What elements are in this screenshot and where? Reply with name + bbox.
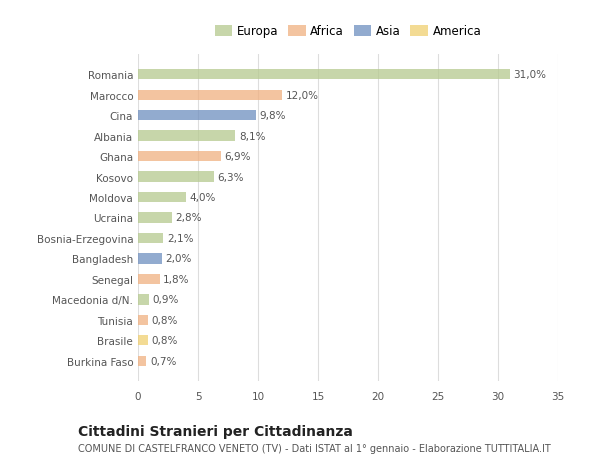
- Bar: [138, 131, 235, 141]
- Text: 6,9%: 6,9%: [224, 152, 251, 162]
- Bar: [138, 70, 510, 80]
- Text: 31,0%: 31,0%: [514, 70, 547, 80]
- Text: 4,0%: 4,0%: [190, 193, 216, 202]
- Bar: [138, 213, 172, 223]
- Text: 2,0%: 2,0%: [166, 254, 192, 264]
- Text: 1,8%: 1,8%: [163, 274, 190, 284]
- Bar: [138, 111, 256, 121]
- Text: 8,1%: 8,1%: [239, 131, 265, 141]
- Bar: [138, 356, 146, 366]
- Bar: [138, 172, 214, 182]
- Bar: [138, 295, 149, 305]
- Text: COMUNE DI CASTELFRANCO VENETO (TV) - Dati ISTAT al 1° gennaio - Elaborazione TUT: COMUNE DI CASTELFRANCO VENETO (TV) - Dat…: [78, 443, 551, 453]
- Text: 0,7%: 0,7%: [150, 356, 176, 366]
- Bar: [138, 336, 148, 346]
- Legend: Europa, Africa, Asia, America: Europa, Africa, Asia, America: [211, 22, 485, 42]
- Bar: [138, 192, 186, 203]
- Bar: [138, 90, 282, 101]
- Bar: [138, 315, 148, 325]
- Bar: [138, 233, 163, 244]
- Text: 0,8%: 0,8%: [151, 315, 178, 325]
- Text: 6,3%: 6,3%: [217, 172, 244, 182]
- Text: Cittadini Stranieri per Cittadinanza: Cittadini Stranieri per Cittadinanza: [78, 425, 353, 438]
- Bar: [138, 254, 162, 264]
- Text: 0,9%: 0,9%: [152, 295, 179, 305]
- Text: 9,8%: 9,8%: [259, 111, 286, 121]
- Text: 0,8%: 0,8%: [151, 336, 178, 346]
- Bar: [138, 274, 160, 285]
- Bar: [138, 151, 221, 162]
- Text: 2,1%: 2,1%: [167, 234, 193, 243]
- Text: 12,0%: 12,0%: [286, 90, 319, 101]
- Text: 2,8%: 2,8%: [175, 213, 202, 223]
